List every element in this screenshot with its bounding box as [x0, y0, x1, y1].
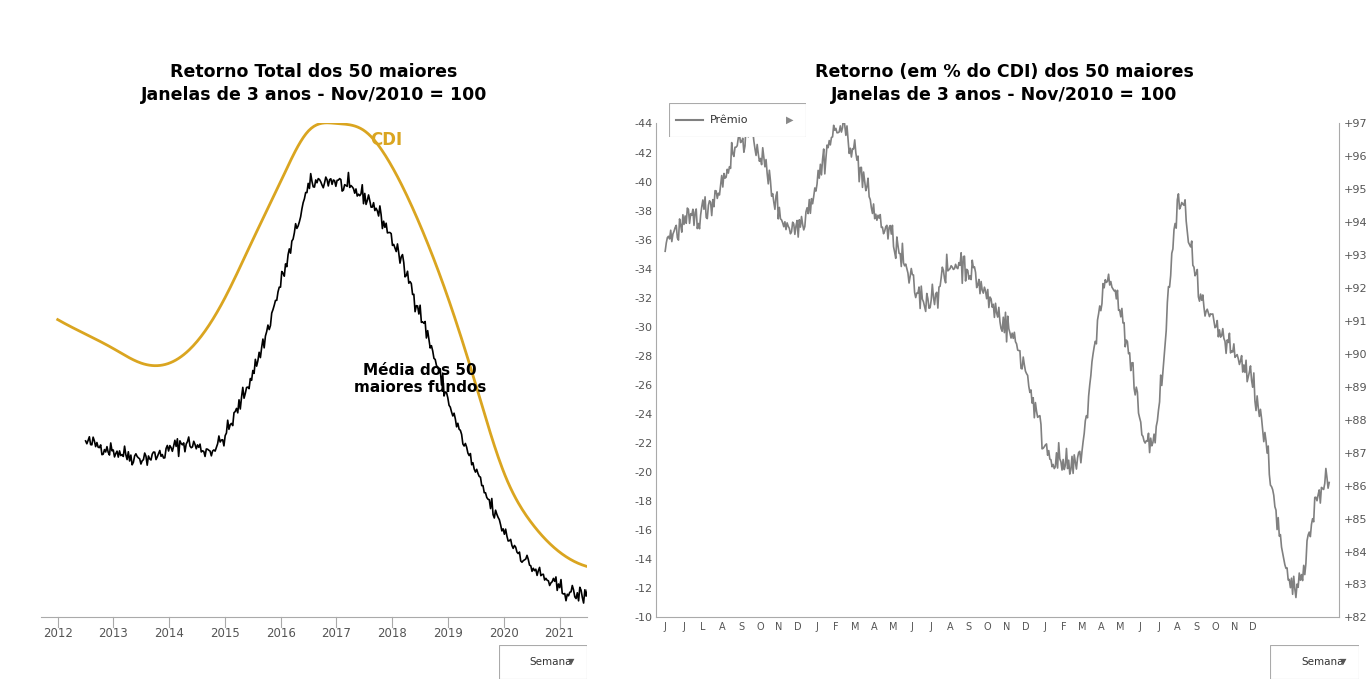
Text: Janelas de 3 anos - Nov/2010 = 100: Janelas de 3 anos - Nov/2010 = 100 — [141, 86, 488, 104]
Text: Semana: Semana — [530, 657, 572, 667]
Text: Retorno (em % do CDI) dos 50 maiores: Retorno (em % do CDI) dos 50 maiores — [814, 63, 1194, 81]
FancyBboxPatch shape — [499, 645, 587, 679]
Text: ▶: ▶ — [785, 115, 794, 125]
Text: Janelas de 3 anos - Nov/2010 = 100: Janelas de 3 anos - Nov/2010 = 100 — [831, 86, 1177, 104]
Text: Semana: Semana — [1302, 657, 1344, 667]
Text: Prêmio: Prêmio — [710, 115, 749, 125]
Text: Retorno Total dos 50 maiores: Retorno Total dos 50 maiores — [171, 63, 458, 81]
FancyBboxPatch shape — [669, 103, 806, 137]
Text: Média dos 50
maiores fundos: Média dos 50 maiores fundos — [354, 363, 486, 395]
Text: ▼: ▼ — [568, 657, 575, 667]
Text: ▼: ▼ — [1340, 657, 1347, 667]
Text: CDI: CDI — [370, 131, 402, 150]
FancyBboxPatch shape — [1270, 645, 1359, 679]
